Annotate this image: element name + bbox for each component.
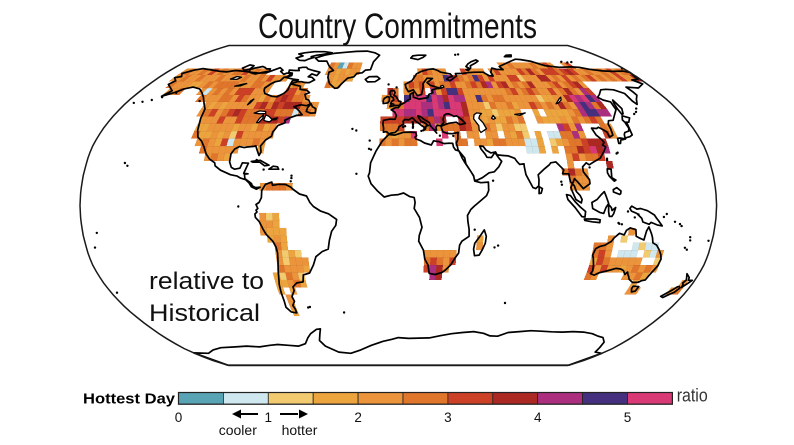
svg-text:1: 1 [265, 410, 273, 425]
svg-text:3: 3 [444, 410, 452, 425]
svg-text:cooler: cooler [219, 422, 257, 438]
svg-text:Hottest Day: Hottest Day [83, 391, 176, 408]
svg-text:relative to: relative to [149, 268, 264, 295]
svg-text:Country Commitments: Country Commitments [258, 7, 537, 46]
svg-text:5: 5 [624, 410, 632, 425]
svg-text:ratio: ratio [677, 386, 708, 406]
svg-text:hotter: hotter [282, 422, 318, 438]
svg-text:Historical: Historical [149, 300, 260, 327]
svg-text:4: 4 [534, 410, 542, 425]
svg-text:0: 0 [175, 410, 183, 425]
svg-text:2: 2 [354, 410, 362, 425]
